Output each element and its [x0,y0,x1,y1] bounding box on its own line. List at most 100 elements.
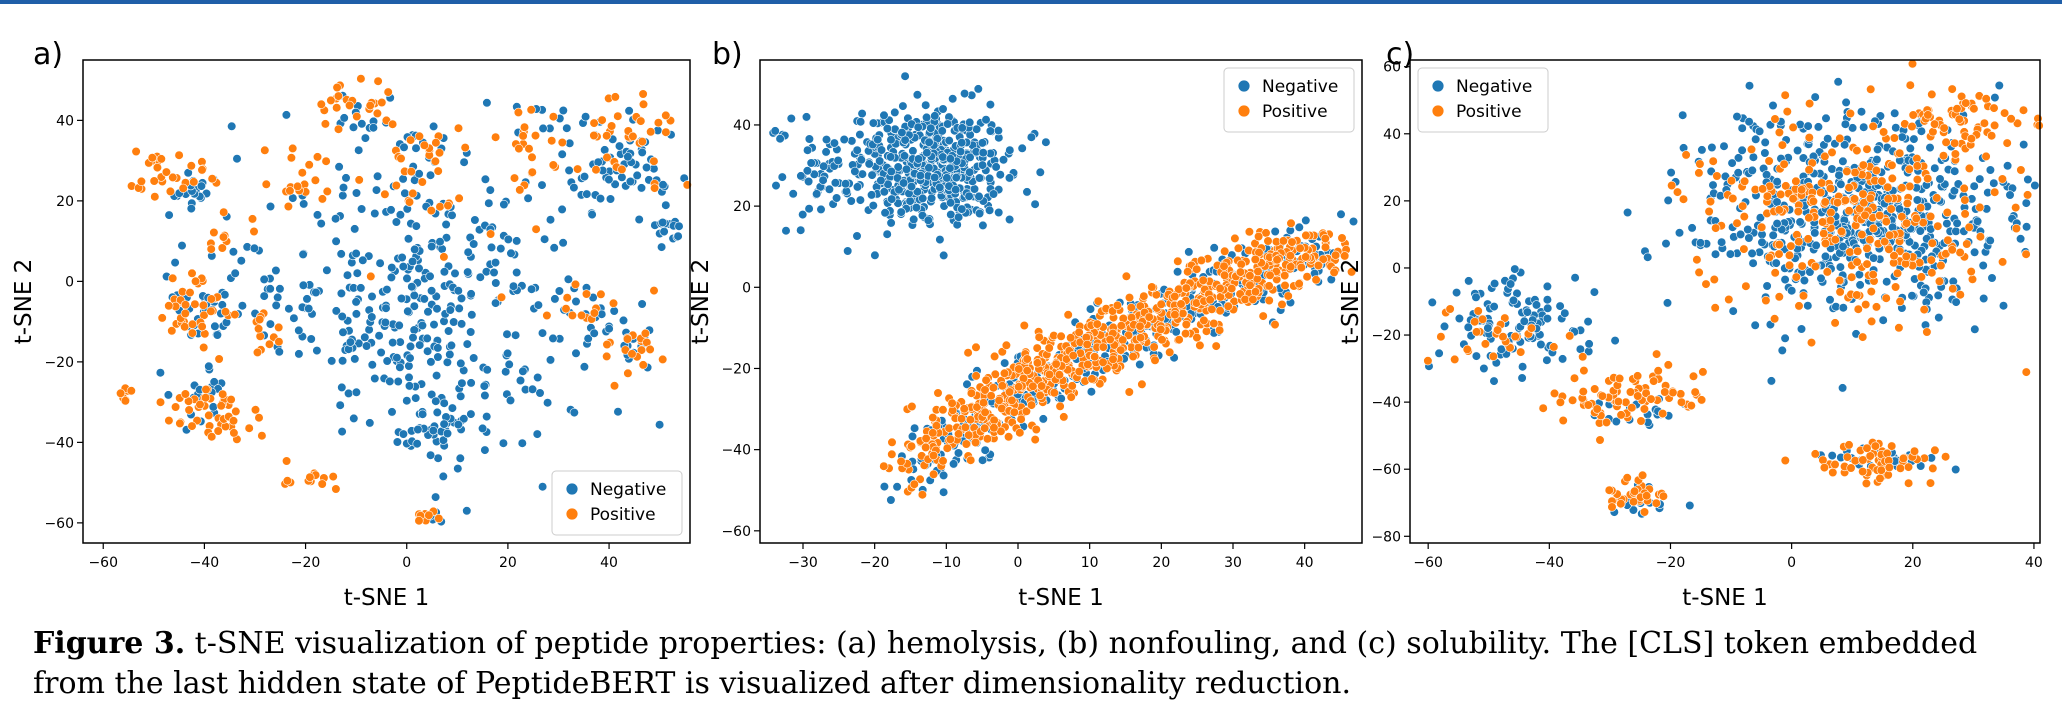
data-point [943,119,953,129]
data-point [1837,383,1848,393]
data-point [879,187,889,197]
x-tick-label: 40 [600,555,618,571]
data-point [1555,301,1565,311]
data-point [1250,254,1260,265]
data-point [579,362,590,372]
data-point [1804,98,1815,109]
data-point [1531,300,1542,310]
y-tick-label: −80 [1371,529,1401,545]
data-point [1686,401,1696,411]
data-point [549,243,559,253]
data-point [1750,320,1760,330]
data-point [1318,254,1328,264]
data-point [360,133,371,143]
data-point [839,134,849,145]
data-point [1925,211,1936,222]
data-point [320,119,331,129]
data-point [126,386,136,396]
data-point [2015,234,2026,244]
data-point [1302,272,1312,282]
data-point [362,341,372,351]
data-point [1498,332,1508,342]
data-point [1969,181,1979,191]
data-point [978,220,988,230]
data-point [1500,313,1510,323]
data-point [562,293,572,303]
data-point [1754,126,1765,136]
data-point [1215,283,1225,294]
data-point [931,421,942,431]
data-point [537,180,547,190]
y-tick-label: 20 [56,194,74,210]
data-point [1583,400,1593,410]
data-point [1578,352,1588,362]
data-point [998,155,1009,165]
data-point [1265,270,1275,280]
data-point [1313,260,1323,271]
data-point [804,134,815,144]
data-point [351,248,361,259]
data-point [527,152,537,162]
data-point [1017,143,1027,153]
data-point [907,431,918,442]
data-point [427,286,437,296]
data-point [350,354,360,364]
data-point [180,308,190,319]
data-point [570,279,581,290]
data-point [1757,184,1768,194]
data-point [1732,218,1742,228]
data-point [1004,173,1015,183]
data-point [336,249,346,259]
data-point [1629,486,1640,496]
data-point [771,181,781,191]
data-point [503,234,513,244]
x-tick-label: −40 [1535,555,1565,571]
data-point [1340,251,1350,261]
data-point [2018,105,2029,115]
data-point [431,492,441,502]
data-point [658,354,668,365]
data-point [885,152,896,162]
legend-entry: Negative [1262,77,1338,97]
data-point [1090,352,1100,362]
data-point [515,375,526,386]
data-point [1838,156,1848,166]
data-point [1964,222,1974,232]
data-point [928,428,938,438]
data-point [1068,351,1078,361]
data-point [1026,400,1037,410]
data-point [2021,222,2032,232]
data-point [1845,247,1855,257]
data-point [380,189,390,199]
data-point [207,432,217,442]
data-point [459,414,469,424]
data-point [273,292,283,303]
data-point [413,424,423,435]
data-point [302,294,312,304]
data-point [498,438,509,448]
data-point [505,395,516,406]
data-point [1174,335,1184,345]
data-point [336,288,347,299]
data-point [961,439,971,449]
data-point [218,389,228,399]
data-point [545,355,556,365]
data-point [2030,180,2040,191]
data-point [2002,161,2013,171]
data-point [879,461,889,471]
data-point [206,244,216,254]
data-point [496,292,507,302]
data-point [993,126,1004,136]
data-point [829,138,840,148]
data-point [1628,497,1639,507]
data-point [510,330,521,340]
data-point [816,204,826,214]
data-point [1676,397,1687,407]
data-point [339,113,349,123]
data-point [352,268,362,278]
data-point [1462,344,1472,355]
data-point [441,219,451,230]
data-point [1830,459,1840,470]
data-point [260,145,270,155]
data-point [883,179,893,189]
